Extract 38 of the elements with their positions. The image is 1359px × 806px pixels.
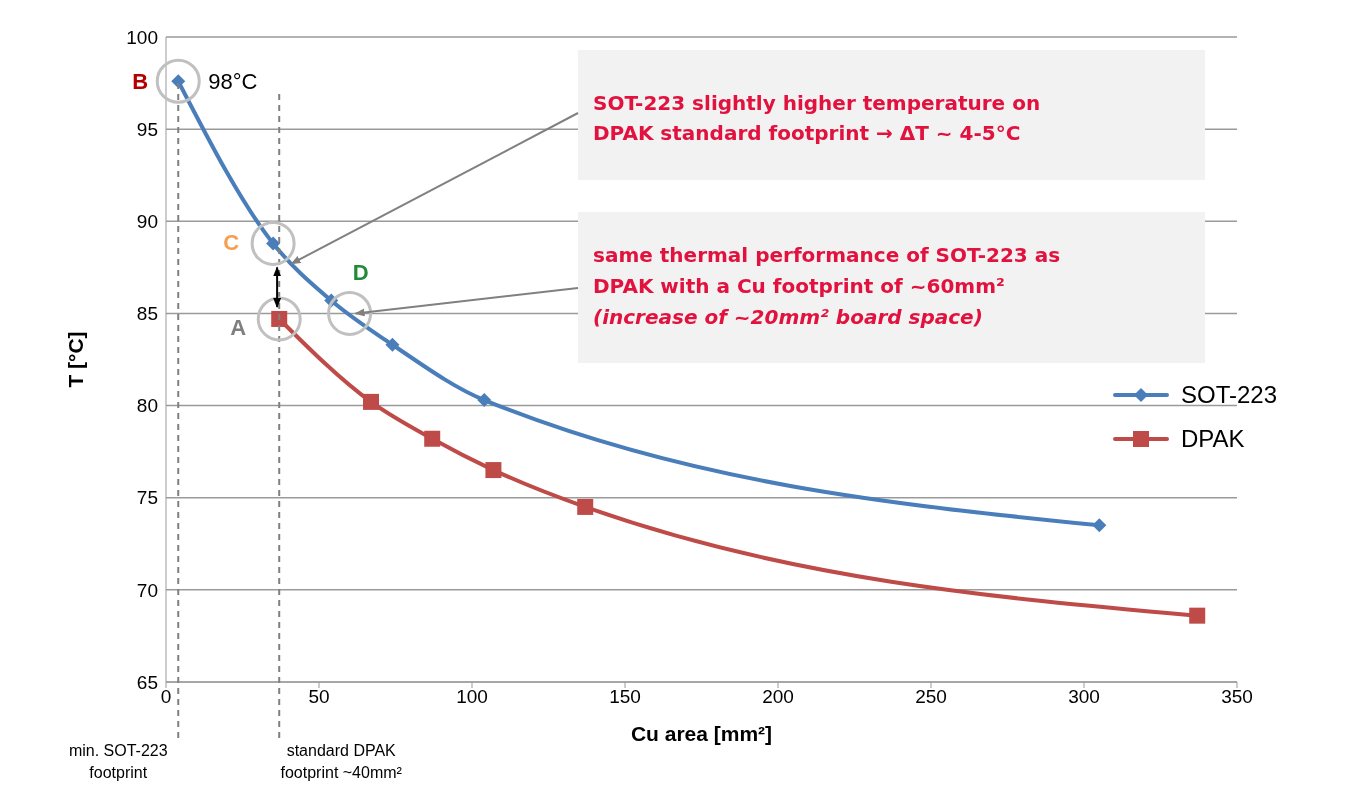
x-tick-label: 200 (762, 686, 794, 708)
point (424, 430, 441, 447)
y-tick-label: 90 (136, 211, 158, 233)
x-axis-title: Cu area [mm²] (630, 721, 773, 745)
annotation: D (352, 260, 369, 286)
point (1092, 518, 1107, 533)
x-tick-label: 100 (456, 686, 488, 708)
legend-label: DPAK (1181, 425, 1245, 453)
point (1189, 607, 1206, 624)
ref-line-label: min. SOT-223 footprint (68, 742, 168, 781)
annotation: C (223, 230, 240, 256)
x-tick-label: 300 (1068, 686, 1100, 708)
y-tick-label: 65 (136, 671, 158, 693)
y-tick-label: 100 (126, 26, 158, 48)
annotation: same thermal performance of SOT-223 as DPAK with a Cu footprint of ~60mm² (593, 243, 1061, 298)
point (477, 393, 492, 408)
annotation: 98°C (208, 69, 258, 95)
y-tick-label: 95 (136, 118, 158, 140)
y-tick-label: 85 (136, 303, 158, 325)
annotation: A (230, 314, 247, 340)
x-tick-label: 350 (1221, 686, 1253, 708)
point (485, 462, 502, 479)
point (363, 393, 380, 410)
x-tick-label: 250 (915, 686, 947, 708)
annotation: SOT-223 slightly higher temperature on DPAK standard footprint → ΔT ~ 4-5°C (593, 91, 1041, 145)
legend-label: SOT-223 (1181, 381, 1278, 409)
x-tick-label: 150 (609, 686, 641, 708)
y-tick-label: 80 (136, 395, 158, 417)
y-tick-label: 75 (136, 487, 158, 509)
annotation: (increase of ~20mm² board space) (593, 305, 983, 329)
x-tick-label: 50 (308, 686, 330, 708)
y-tick-label: 70 (136, 579, 158, 601)
annotation: B (132, 69, 149, 95)
x-tick-label: 0 (160, 686, 172, 708)
y-axis-title: T [°C] (64, 331, 88, 388)
point (577, 498, 594, 515)
point (385, 337, 400, 352)
ref-line-label: standard DPAK footprint ~40mm² (280, 742, 403, 781)
